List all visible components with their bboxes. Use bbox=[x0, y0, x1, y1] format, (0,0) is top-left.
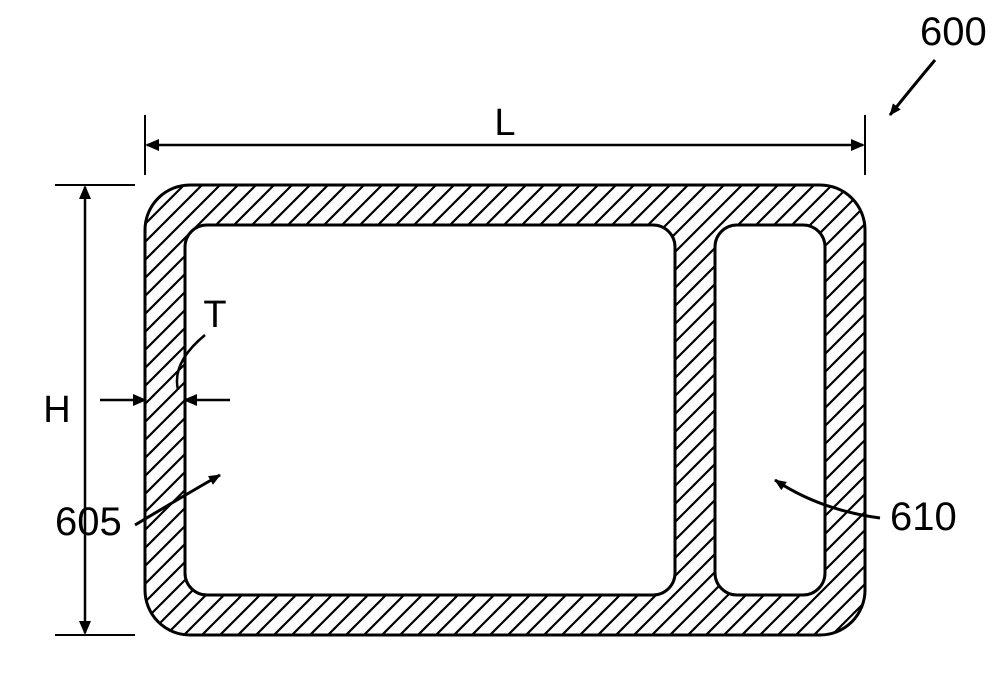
dimension-T-label: T bbox=[203, 294, 226, 336]
cavity-610-outline bbox=[715, 225, 825, 595]
solid-cross-section bbox=[145, 185, 865, 635]
dimension-L-label: L bbox=[494, 102, 515, 144]
callout-600: 600 bbox=[890, 10, 987, 115]
cross-section-figure: L H T 600 605 610 bbox=[0, 0, 1000, 682]
callout-605: 605 bbox=[55, 475, 220, 544]
outer-profile bbox=[145, 185, 865, 635]
callout-600-label: 600 bbox=[920, 10, 987, 54]
cavity-605-outline bbox=[185, 225, 675, 595]
callout-605-label: 605 bbox=[55, 500, 122, 544]
dimension-L: L bbox=[145, 102, 865, 175]
callout-610-label: 610 bbox=[890, 495, 957, 539]
dimension-H: H bbox=[43, 185, 135, 635]
dimension-H-label: H bbox=[43, 389, 70, 431]
